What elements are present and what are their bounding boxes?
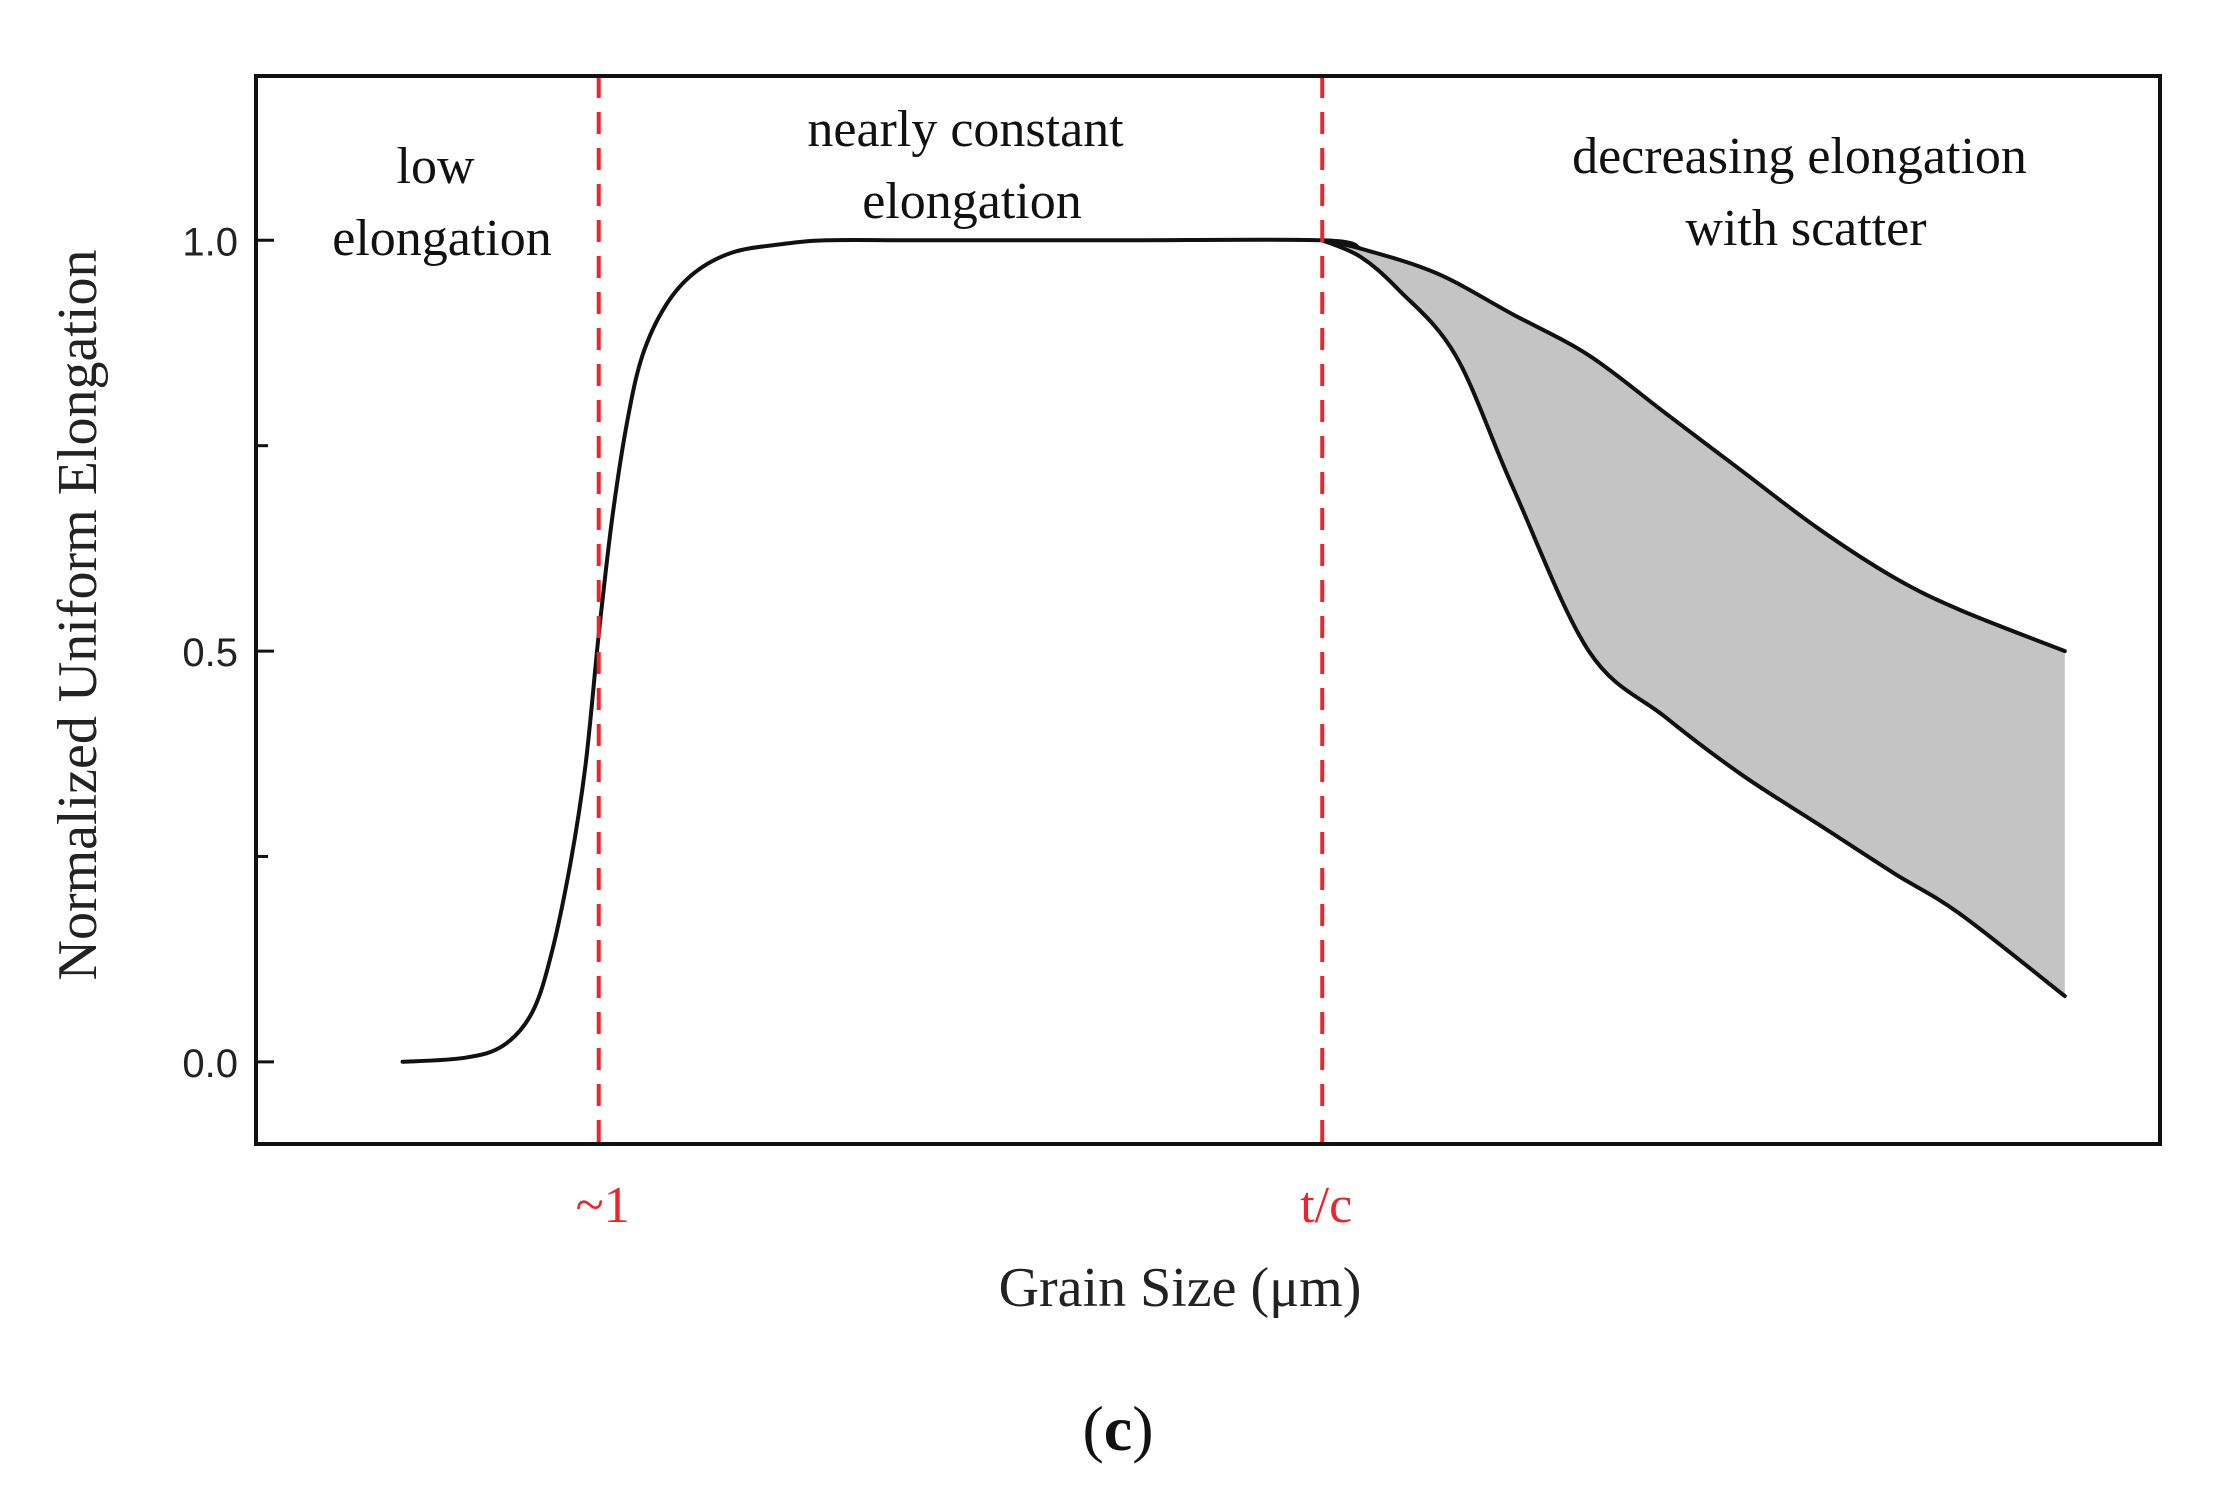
y-axis-label: Normalized Uniform Elongation: [47, 250, 109, 981]
scatter-band: [1322, 240, 2065, 997]
y-tick-label: 0.5: [182, 631, 238, 675]
annotation-decreasing-elongation: decreasing elongation with scatter: [1572, 128, 2040, 257]
marker-label-grain-tc: t/c: [1300, 1177, 1352, 1234]
y-tick-label: 1.0: [182, 220, 238, 264]
annotation-low-line-1: low: [397, 138, 475, 195]
annotation-constant-line-2: elongation: [862, 173, 1082, 230]
panel-label: (c): [1082, 1393, 1153, 1464]
panel-label-open-paren: (: [1082, 1393, 1103, 1464]
y-axis: 0.0 0.5 1.0: [182, 220, 274, 1086]
annotation-nearly-constant: nearly constant elongation: [807, 101, 1136, 230]
marker-label-grain-1: ~1: [576, 1177, 630, 1234]
panel-label-close-paren: ): [1132, 1393, 1153, 1464]
panel-label-letter: c: [1104, 1393, 1132, 1464]
plot-frame: [254, 74, 2162, 1146]
x-axis-label: Grain Size (μm): [999, 1257, 1362, 1319]
annotation-constant-line-1: nearly constant: [807, 101, 1124, 158]
annotation-decreasing-line-2: with scatter: [1685, 200, 1926, 257]
elongation-curve: [400, 237, 1363, 1064]
annotation-decreasing-line-1: decreasing elongation: [1572, 128, 2027, 185]
scatter-lower-curve: [1320, 238, 2067, 999]
annotation-low-line-2: elongation: [332, 210, 552, 267]
scatter-upper-curve: [1320, 238, 2067, 654]
y-tick-label: 0.0: [182, 1042, 238, 1086]
annotation-low-elongation: low elongation: [332, 138, 552, 267]
